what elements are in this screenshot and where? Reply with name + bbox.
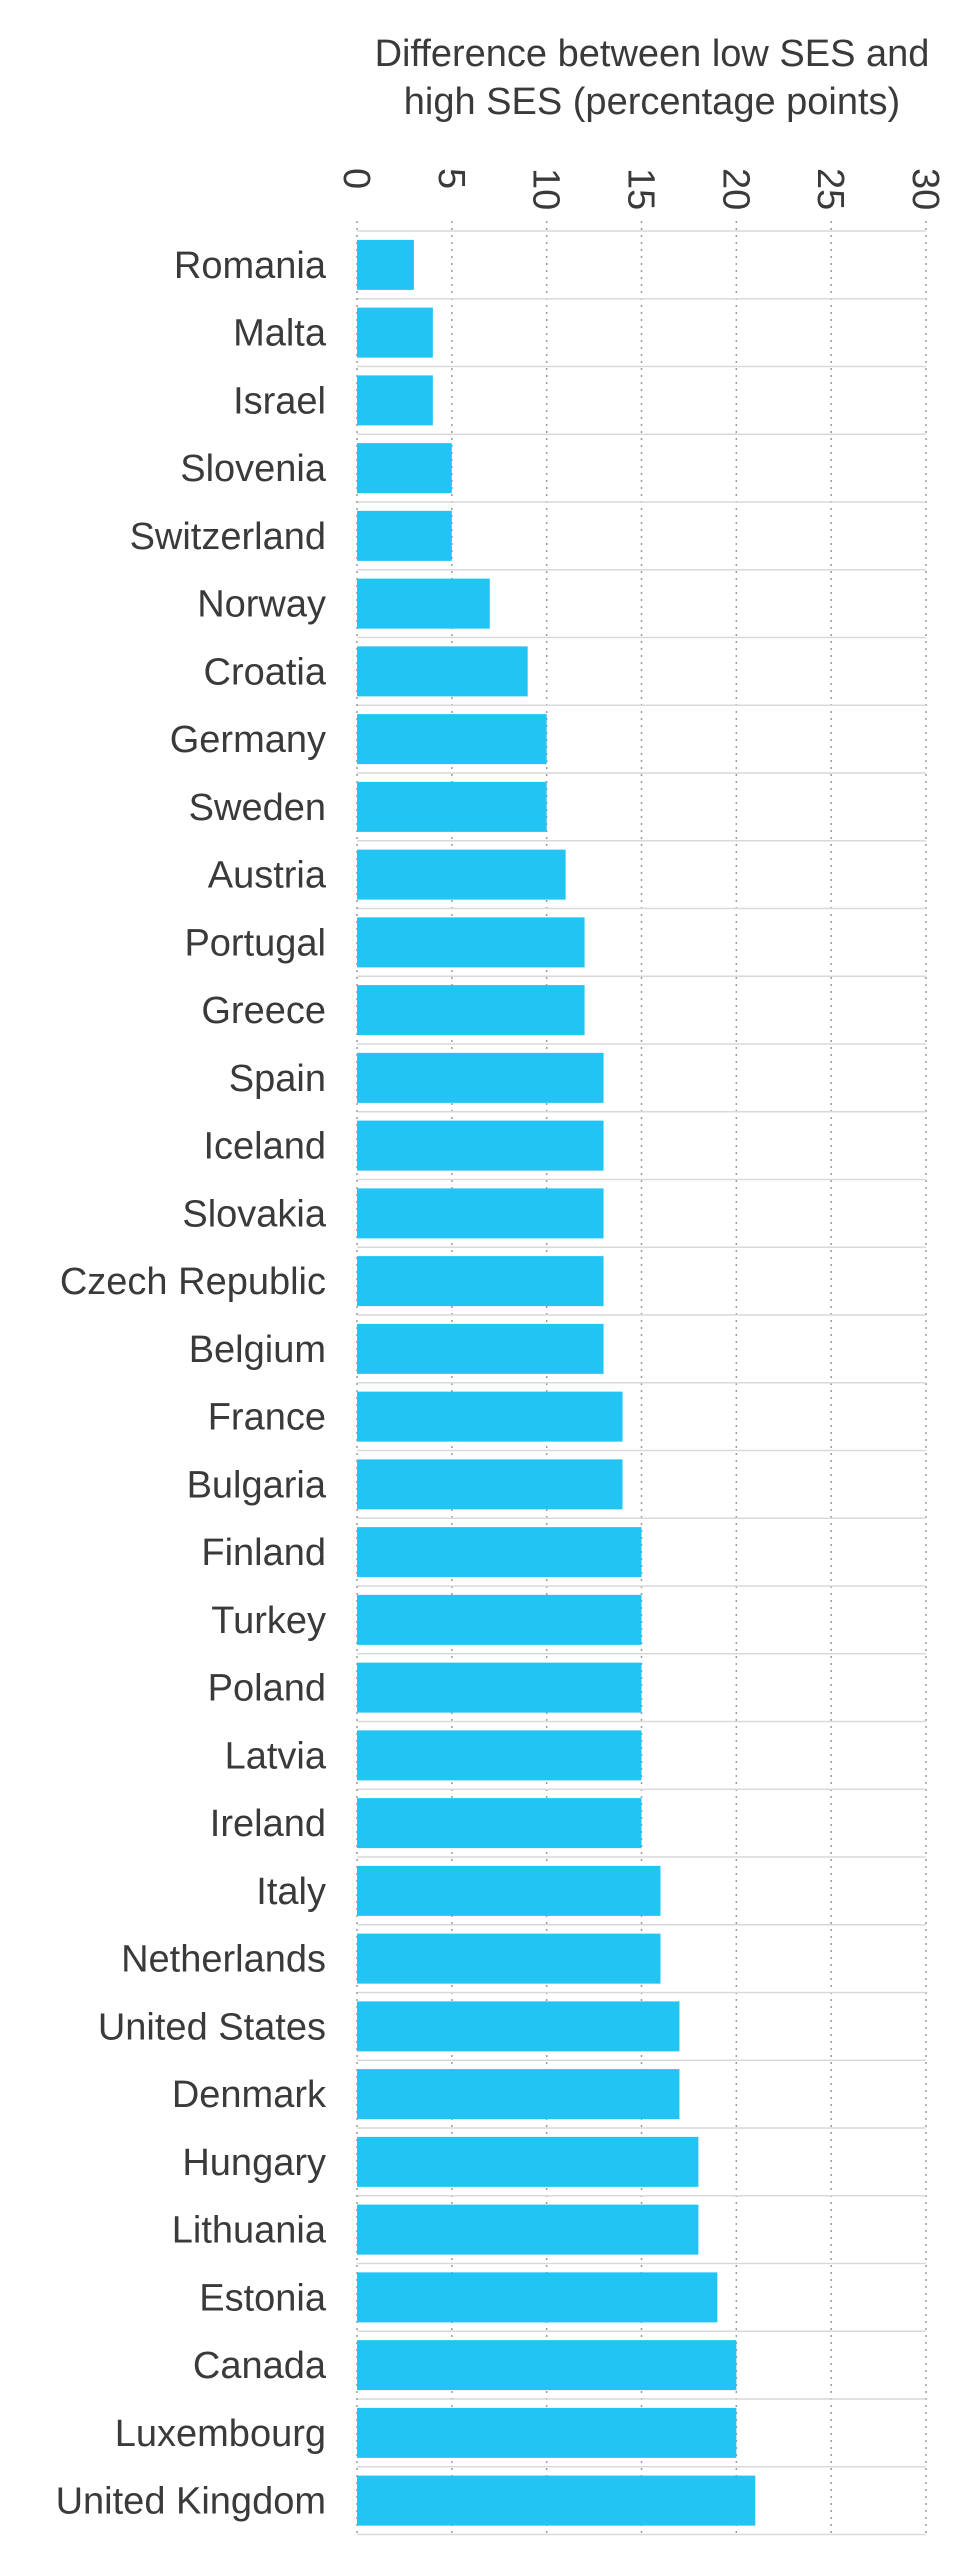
bar [357, 1256, 604, 1307]
category-label: Spain [229, 1058, 326, 1100]
bar [357, 781, 547, 832]
bar [357, 1391, 623, 1442]
bars [357, 239, 756, 2526]
bar [357, 1865, 661, 1916]
category-label: Turkey [211, 1600, 326, 1642]
x-tick-label: 15 [620, 168, 662, 210]
bar [357, 1730, 642, 1781]
bar [357, 2001, 680, 2052]
category-label: Israel [233, 380, 326, 422]
bar [357, 578, 490, 629]
bar [357, 2340, 737, 2391]
bar [357, 1594, 642, 1645]
category-labels: Romania Malta Israel Slovenia Switzerland Nor… [56, 245, 327, 2523]
category-label: Croatia [204, 651, 327, 693]
x-tick-label: 0 [335, 168, 377, 189]
category-label: Slovakia [182, 1193, 326, 1235]
x-tick-label: 20 [714, 168, 756, 210]
bar [357, 714, 547, 765]
chart-title-line-1: Difference between low SES and [375, 33, 930, 75]
bar [357, 307, 433, 358]
category-label: United States [98, 2006, 326, 2048]
category-label: Czech Republic [60, 1261, 326, 1303]
category-label: Lithuania [172, 2210, 327, 2252]
bar [357, 917, 585, 968]
bar [357, 1459, 623, 1510]
category-label: Denmark [172, 2074, 327, 2116]
category-label: Latvia [225, 1735, 327, 1777]
category-label: Bulgaria [187, 1464, 327, 1506]
category-label: Italy [256, 1871, 326, 1913]
bar [357, 2475, 756, 2526]
category-label: United Kingdom [56, 2481, 326, 2523]
row-separators [357, 230, 926, 2536]
bar [357, 1120, 604, 1171]
category-label: Romania [174, 245, 327, 287]
category-label: Greece [201, 990, 326, 1032]
category-label: France [208, 1397, 326, 1439]
x-tick-label: 25 [809, 168, 851, 210]
category-label: Portugal [184, 922, 326, 964]
bar [357, 1188, 604, 1239]
category-label: Sweden [189, 787, 326, 829]
x-tick-label: 30 [904, 168, 946, 210]
category-label: Austria [208, 855, 327, 897]
bar [357, 510, 452, 561]
bar [357, 2407, 737, 2458]
category-label: Estonia [199, 2277, 327, 2319]
bar [357, 646, 528, 697]
bar [357, 849, 566, 900]
category-label: Finland [201, 1532, 326, 1574]
bar [357, 2204, 699, 2255]
bar [357, 1662, 642, 1713]
category-label: Poland [208, 1668, 326, 1710]
category-label: Hungary [182, 2142, 326, 2184]
bar [357, 1933, 661, 1984]
bar [357, 2136, 699, 2187]
x-tick-label: 10 [525, 168, 567, 210]
bar [357, 1798, 642, 1849]
chart-title: Difference between low SES and high SES … [375, 33, 930, 123]
gridlines [451, 221, 927, 2535]
category-label: Switzerland [130, 516, 326, 558]
category-label: Belgium [189, 1329, 326, 1371]
x-axis-ticks: 0 5 10 15 20 25 30 [335, 168, 946, 210]
category-label: Netherlands [121, 1939, 326, 1981]
category-label: Germany [170, 719, 326, 761]
bar [357, 985, 585, 1036]
chart-title-line-2: high SES (percentage points) [404, 81, 900, 123]
bar [357, 443, 452, 494]
bar [357, 1527, 642, 1578]
category-label: Slovenia [180, 448, 327, 490]
category-label: Norway [197, 584, 326, 626]
category-label: Luxembourg [115, 2413, 326, 2455]
bar [357, 2069, 680, 2120]
bar [357, 1323, 604, 1374]
bar [357, 375, 433, 426]
bar [357, 239, 414, 290]
bar [357, 1052, 604, 1103]
category-label: Malta [233, 313, 327, 355]
x-tick-label: 5 [430, 168, 472, 189]
bar [357, 2272, 718, 2323]
category-label: Iceland [203, 1126, 326, 1168]
category-label: Ireland [210, 1803, 326, 1845]
category-label: Canada [193, 2345, 327, 2387]
